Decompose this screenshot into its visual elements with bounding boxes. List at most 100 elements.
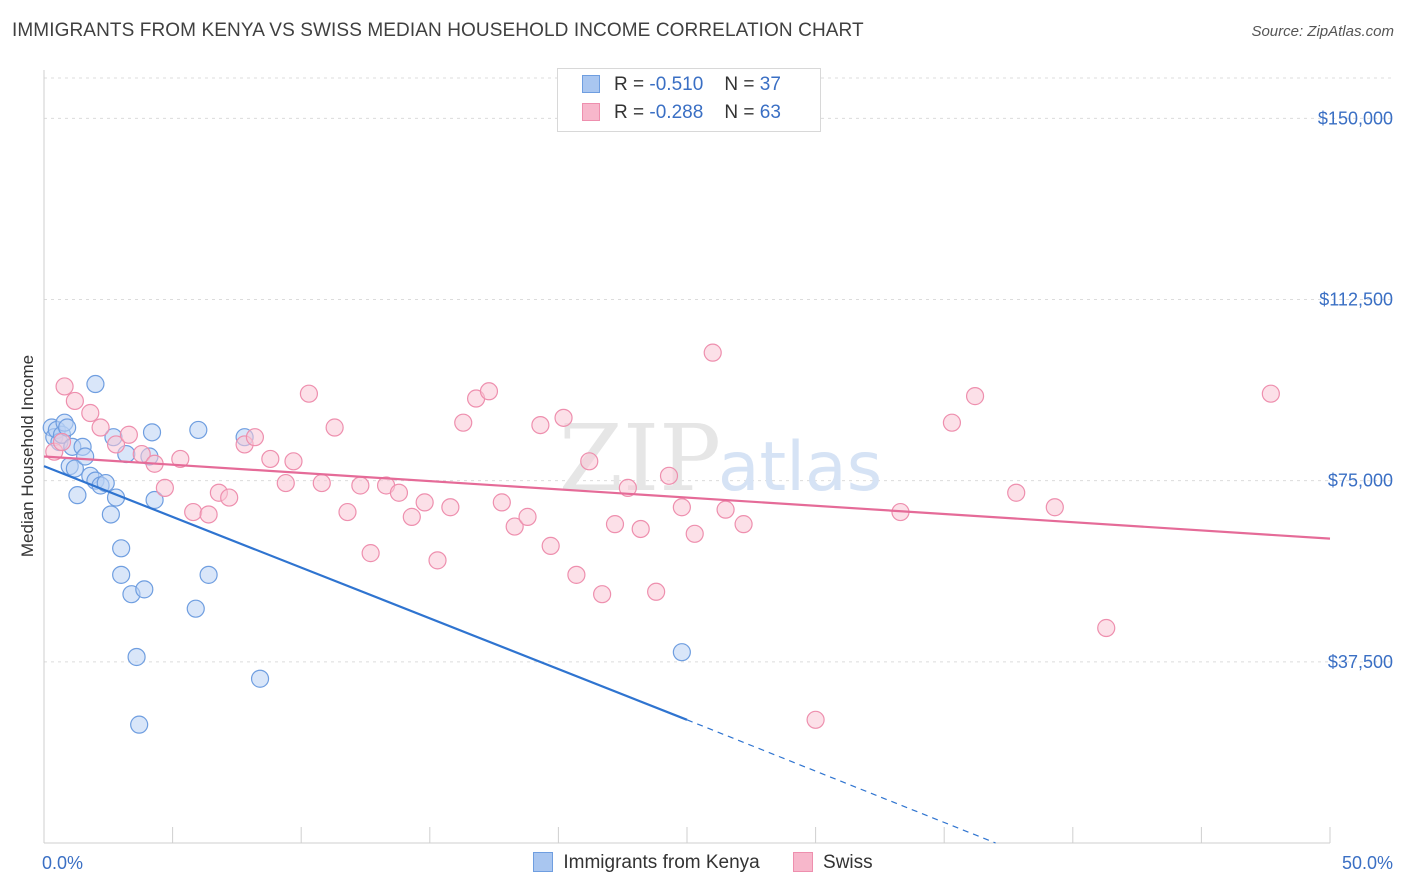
kenya-point [142,423,162,442]
kenya-trend-line [43,465,688,721]
swiss-point [361,544,380,563]
swiss-point [65,391,84,411]
swiss-point [402,507,421,526]
x-tick-label-min: 0.0% [42,853,83,873]
stats-row-swiss: R = -0.288 N = 63 [582,102,781,126]
legend-label-swiss: Swiss [823,852,873,873]
swiss-point [106,435,126,454]
y-tick-label: $112,500 [1319,289,1393,309]
swiss-point [155,478,174,498]
r-label: R = [614,74,645,95]
kenya-point [101,505,120,524]
n-value: 37 [759,74,781,95]
swiss-point [441,498,460,517]
legend-item-kenya[interactable]: Immigrants from Kenya [533,852,760,874]
stats-row-kenya: R = -0.510 N = 37 [582,74,781,98]
tick-labels: $37,500 $75,000 $112,500 $150,000 0.0% 50.0% [42,108,1393,873]
swiss-point [261,449,280,469]
n-label: N = [724,102,755,123]
swiss-point [541,536,560,555]
swiss-point [454,413,473,432]
chart-title: IMMIGRANTS FROM KENYA VS SWISS MEDIAN HO… [12,20,864,41]
swiss-point [299,384,319,403]
n-value: 63 [759,102,781,123]
swiss-point [554,408,573,427]
swiss-point [605,515,625,534]
legend-label-kenya: Immigrants from Kenya [563,852,760,873]
kenya-trend-extension [686,719,996,844]
legend-item-swiss[interactable]: Swiss [793,852,873,874]
r-label: R = [614,102,645,123]
kenya-point [250,669,270,688]
kenya-swatch [533,852,554,872]
kenya-point [145,490,164,510]
swiss-point [734,515,753,534]
swiss-point [942,413,962,432]
kenya-point [186,599,205,618]
swiss-point [492,493,511,512]
swiss-point [171,449,190,469]
kenya-point [130,715,149,734]
swiss-point [428,551,447,570]
kenya-point [672,643,691,662]
swiss-point [415,493,434,512]
r-value: -0.288 [649,102,704,123]
r-value: -0.510 [649,74,704,95]
kenya-point [76,447,95,466]
kenya-point [127,647,146,667]
swiss-point [703,343,722,362]
y-tick-label: $150,000 [1318,108,1393,128]
kenya-point [86,374,105,394]
stats-legend: R = -0.510 N = 37 R = -0.288 N = 63 [557,68,821,132]
swiss-point [184,502,203,522]
swiss-point [276,473,295,493]
swiss-point [593,585,612,604]
swiss-swatch [582,103,600,121]
swiss-trend-line [43,455,1331,540]
gridlines [44,77,1395,663]
swiss-point [659,466,679,485]
watermark-atlas: atlas [718,428,882,507]
y-tick-label: $75,000 [1328,471,1393,491]
swiss-swatch [793,852,814,872]
swiss-point [351,476,370,495]
swiss-point [531,415,550,435]
swiss-point [325,418,344,437]
swiss-point [91,418,110,437]
kenya-point [189,420,208,440]
kenya-point [112,565,131,584]
swiss-point [55,377,74,396]
y-tick-label: $37,500 [1328,652,1393,672]
kenya-point [199,565,218,584]
swiss-point [505,517,524,536]
swiss-point [965,387,985,406]
swiss-point [672,498,691,517]
swiss-point [685,524,704,543]
swiss-point [806,710,825,729]
swiss-point [220,488,239,507]
swiss-point [580,452,599,471]
data-points [42,343,1280,734]
series-legend: Immigrants from Kenya Swiss [0,852,1406,874]
swiss-point [81,403,100,423]
x-tick-label-max: 50.0% [1342,853,1393,873]
swiss-point [389,483,409,502]
swiss-point [618,478,637,498]
source-credit: Source: ZipAtlas.com [1251,23,1394,40]
n-label: N = [724,74,755,95]
swiss-point [631,519,650,539]
swiss-point [284,452,303,471]
kenya-point [68,486,87,505]
swiss-point [1261,384,1280,403]
trend-lines [43,455,1331,844]
swiss-point [1007,483,1026,502]
swiss-point [479,382,499,401]
kenya-swatch [582,75,600,93]
watermark: ZIP atlas [559,405,882,512]
kenya-point [135,580,154,599]
swiss-point [1097,618,1116,638]
swiss-point [338,502,357,522]
swiss-point [312,473,331,493]
swiss-point [52,432,72,452]
